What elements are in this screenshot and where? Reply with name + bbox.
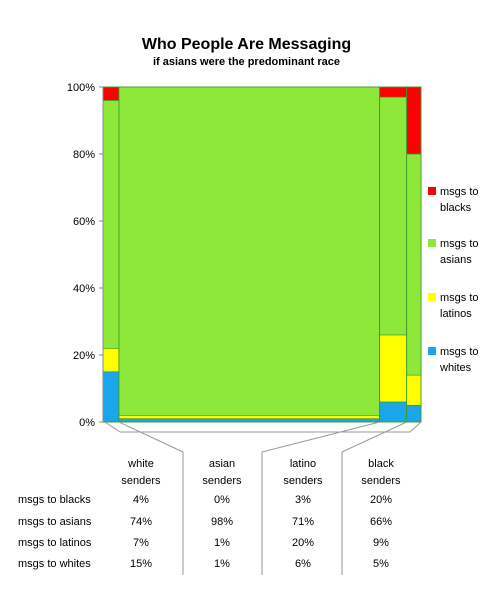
segment-asians-asian [118, 86, 380, 416]
column-header-black: senders [361, 475, 401, 487]
connector-line [409, 421, 422, 433]
segment-whites-latino [379, 401, 407, 423]
legend-label: msgs to [440, 292, 479, 304]
legend-label: latinos [440, 308, 472, 320]
table-divider-line [118, 421, 184, 575]
row-label-whites: msgs to whites [18, 558, 91, 570]
segment-blacks-black [406, 86, 422, 155]
table-cell: 3% [295, 494, 311, 506]
legend: msgs to blacks msgs to asians msgs to latinos… [428, 186, 479, 374]
legend-label: whites [439, 362, 472, 374]
legend-swatch-whites [428, 347, 436, 355]
segment-blacks-latino [379, 86, 407, 98]
segment-whites-asian [118, 418, 380, 423]
legend-label: blacks [440, 202, 472, 214]
segment-whites-white [102, 371, 120, 423]
chart-subtitle: if asians were the predominant race [152, 56, 341, 68]
y-tick-label: 0% [79, 417, 95, 429]
column-header-asian: senders [202, 475, 242, 487]
table-cell: 5% [373, 558, 389, 570]
table-cell: 71% [292, 516, 314, 528]
segment-blacks-white [102, 86, 120, 101]
table-divider-line [261, 421, 380, 575]
y-tick-label: 100% [67, 82, 95, 94]
table-cell: 66% [370, 516, 392, 528]
legend-swatch-latinos [428, 293, 436, 301]
column-header-latino: latino [290, 458, 316, 470]
y-tick-label: 40% [73, 283, 95, 295]
column-header-white: white [127, 458, 154, 470]
table-cell: 9% [373, 537, 389, 549]
table-cell: 0% [214, 494, 230, 506]
column-header-latino: senders [283, 475, 323, 487]
table-cell: 4% [133, 494, 149, 506]
legend-label: asians [440, 254, 472, 266]
column-header-white: senders [121, 475, 161, 487]
table-cell: 20% [292, 537, 314, 549]
table-cell: 98% [211, 516, 233, 528]
y-axis: 0% 20% 40% 60% 80% 100% [67, 82, 104, 429]
row-label-latinos: msgs to latinos [18, 537, 92, 549]
table-cell: 74% [130, 516, 152, 528]
connector-line [104, 421, 121, 433]
row-label-asians: msgs to asians [18, 516, 92, 528]
legend-label: msgs to [440, 186, 479, 198]
column-header-asian: asian [209, 458, 235, 470]
segment-latinos-latino [379, 334, 407, 403]
segment-latinos-asian [118, 414, 380, 419]
table-cell: 7% [133, 537, 149, 549]
segment-asians-black [406, 153, 422, 376]
y-tick-label: 20% [73, 350, 95, 362]
segment-latinos-white [102, 347, 120, 373]
legend-label: msgs to [440, 238, 479, 250]
legend-label: msgs to [440, 346, 479, 358]
legend-swatch-blacks [428, 187, 436, 195]
data-table: white senders asian senders latino senders bla… [18, 421, 422, 575]
column-header-black: black [368, 458, 394, 470]
y-tick-label: 80% [73, 149, 95, 161]
y-tick-label: 60% [73, 216, 95, 228]
chart-title: Who People Are Messaging [141, 36, 352, 53]
segment-whites-black [406, 404, 422, 423]
segment-latinos-black [406, 374, 422, 406]
legend-swatch-asians [428, 239, 436, 247]
row-label-blacks: msgs to blacks [18, 494, 91, 506]
table-cell: 1% [214, 537, 230, 549]
table-cell: 20% [370, 494, 392, 506]
table-cell: 15% [130, 558, 152, 570]
table-cell: 1% [214, 558, 230, 570]
segment-asians-white [102, 100, 120, 349]
plot-area [102, 86, 422, 423]
segment-asians-latino [379, 96, 407, 336]
table-cell: 6% [295, 558, 311, 570]
column-outline-black [406, 86, 422, 423]
